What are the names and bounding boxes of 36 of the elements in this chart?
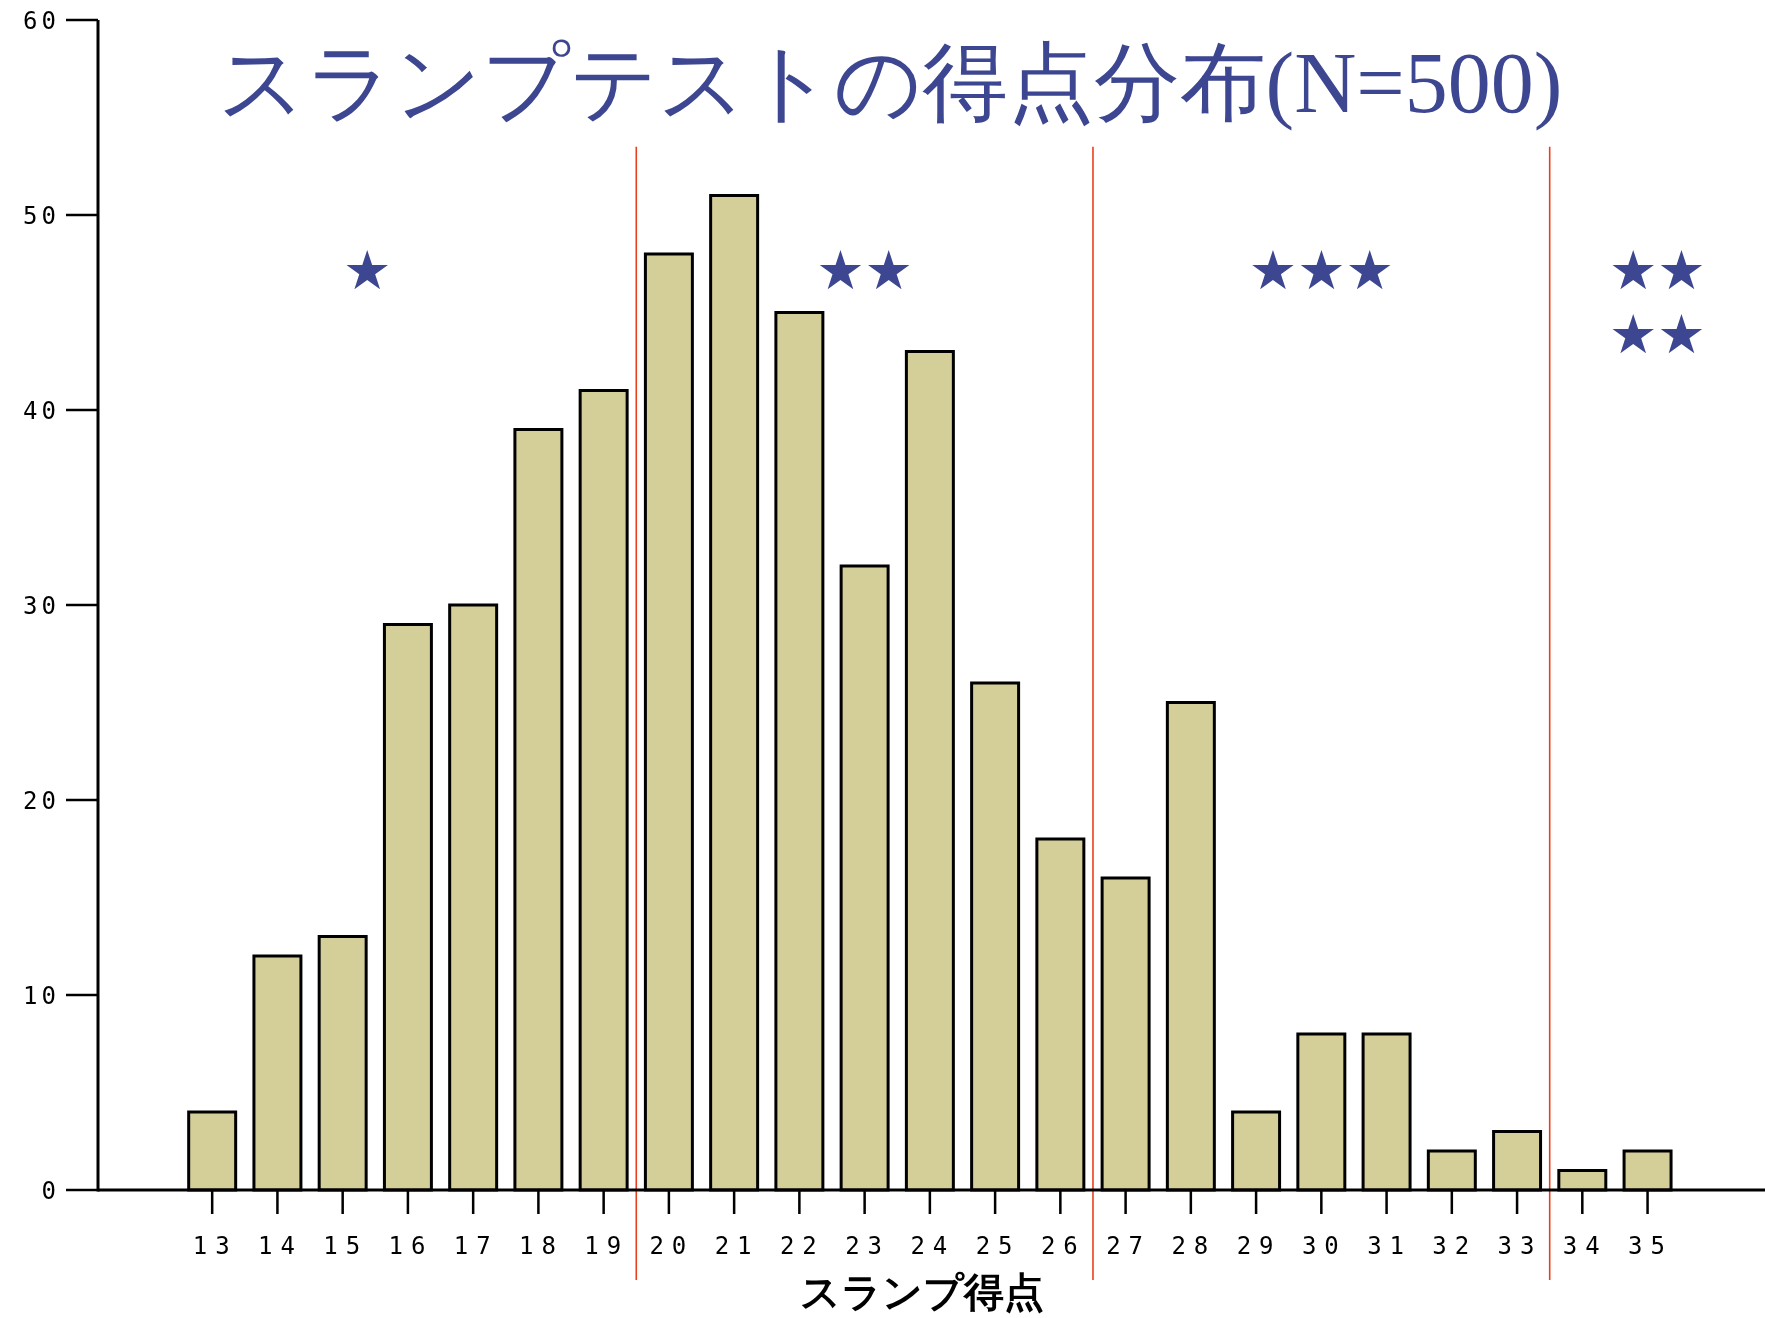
annotation: ★★ (816, 239, 914, 303)
x-tick-label: 26 (1040, 1232, 1086, 1260)
y-tick-label: 40 (23, 397, 60, 425)
y-tick-label: 20 (23, 787, 60, 815)
x-tick-label: 35 (1628, 1232, 1674, 1260)
x-tick-label: 17 (453, 1232, 499, 1260)
annotation: ★★ ★★ (1608, 239, 1706, 367)
x-tick-label: 18 (518, 1232, 564, 1260)
chart-title: スランプテストの得点分布(N=500) (217, 35, 1563, 131)
y-tick-label: 0 (41, 1177, 60, 1205)
y-tick-label: 10 (23, 982, 60, 1010)
x-tick-label: 33 (1497, 1232, 1543, 1260)
x-tick-label: 16 (388, 1232, 434, 1260)
x-tick-label: 19 (584, 1232, 630, 1260)
x-tick-label: 30 (1301, 1232, 1347, 1260)
x-tick-label: 25 (975, 1232, 1021, 1260)
x-tick-label: 27 (1106, 1232, 1152, 1260)
x-tick-label: 20 (649, 1232, 695, 1260)
y-tick-label: 30 (23, 592, 60, 620)
annotation: ★ (342, 239, 392, 303)
x-tick-label: 14 (257, 1232, 303, 1260)
x-tick-label: 23 (845, 1232, 891, 1260)
x-tick-label: 31 (1367, 1232, 1413, 1260)
x-tick-label: 21 (714, 1232, 760, 1260)
x-tick-label: 28 (1171, 1232, 1217, 1260)
x-tick-label: 32 (1432, 1232, 1478, 1260)
x-tick-label: 13 (192, 1232, 238, 1260)
x-axis-title: スランプ得点 (799, 1269, 1044, 1315)
x-tick-label: 34 (1562, 1232, 1608, 1260)
y-tick-label: 60 (23, 7, 60, 35)
x-tick-label: 29 (1236, 1232, 1282, 1260)
y-tick-label: 50 (23, 202, 60, 230)
x-tick-label: 15 (323, 1232, 369, 1260)
x-tick-label: 24 (910, 1232, 956, 1260)
annotation: ★★★ (1248, 239, 1394, 303)
x-tick-label: 22 (779, 1232, 825, 1260)
